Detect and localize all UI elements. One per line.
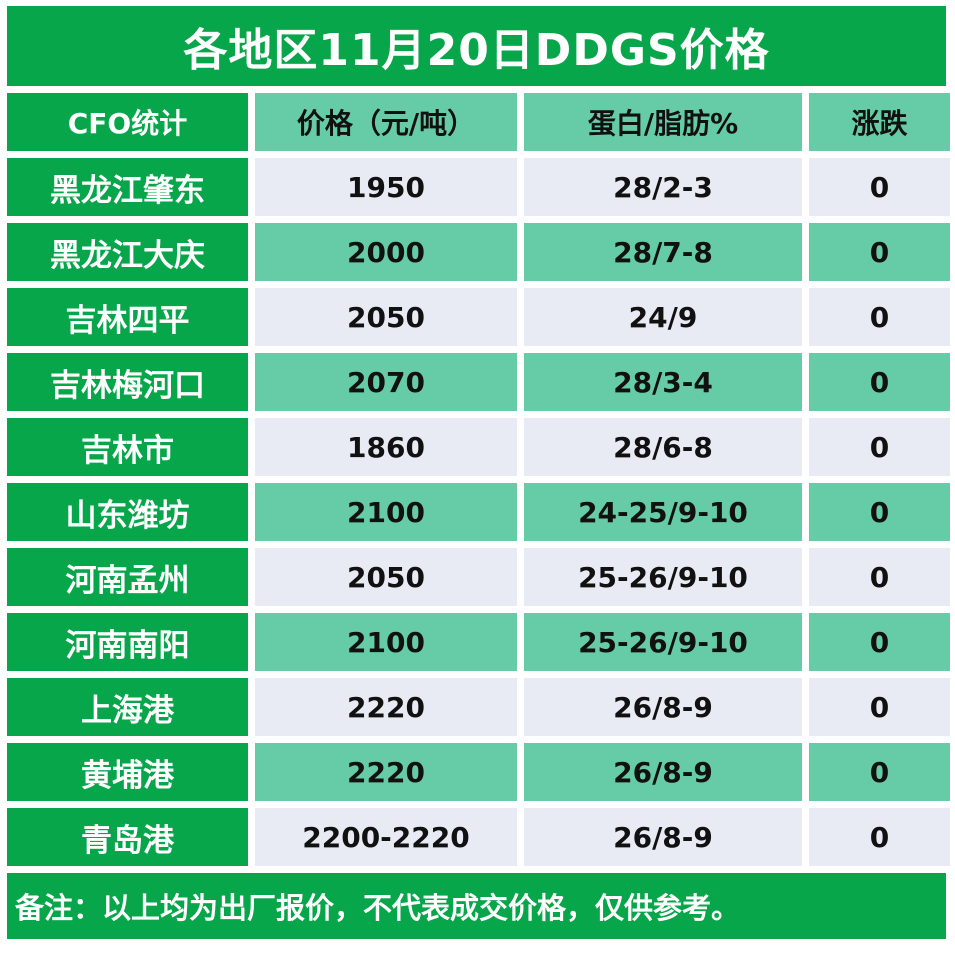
row-region: 上海港 bbox=[7, 678, 248, 736]
row-change: 0 bbox=[809, 418, 950, 476]
header-protein-fat: 蛋白/脂肪% bbox=[524, 93, 802, 151]
row-protein-fat: 28/2-3 bbox=[524, 158, 802, 216]
row-protein-fat: 28/3-4 bbox=[524, 353, 802, 411]
row-region: 黑龙江肇东 bbox=[7, 158, 248, 216]
row-region: 河南南阳 bbox=[7, 613, 248, 671]
row-region: 吉林四平 bbox=[7, 288, 248, 346]
row-price: 2100 bbox=[255, 483, 517, 541]
row-protein-fat: 28/6-8 bbox=[524, 418, 802, 476]
row-protein-fat: 26/8-9 bbox=[524, 808, 802, 866]
row-protein-fat: 25-26/9-10 bbox=[524, 548, 802, 606]
row-protein-fat: 24-25/9-10 bbox=[524, 483, 802, 541]
row-region: 河南孟州 bbox=[7, 548, 248, 606]
header-change: 涨跌 bbox=[809, 93, 950, 151]
row-protein-fat: 26/8-9 bbox=[524, 743, 802, 801]
page-title: 各地区11月20日DDGS价格 bbox=[7, 6, 946, 86]
row-price: 2050 bbox=[255, 288, 517, 346]
row-change: 0 bbox=[809, 288, 950, 346]
row-price: 2050 bbox=[255, 548, 517, 606]
header-region: CFO统计 bbox=[7, 93, 248, 151]
row-change: 0 bbox=[809, 223, 950, 281]
row-price: 2200-2220 bbox=[255, 808, 517, 866]
row-price: 2220 bbox=[255, 678, 517, 736]
row-region: 吉林市 bbox=[7, 418, 248, 476]
row-change: 0 bbox=[809, 353, 950, 411]
row-price: 1860 bbox=[255, 418, 517, 476]
row-protein-fat: 24/9 bbox=[524, 288, 802, 346]
row-region: 黄埔港 bbox=[7, 743, 248, 801]
row-change: 0 bbox=[809, 158, 950, 216]
row-change: 0 bbox=[809, 613, 950, 671]
row-region: 黑龙江大庆 bbox=[7, 223, 248, 281]
row-change: 0 bbox=[809, 743, 950, 801]
row-protein-fat: 28/7-8 bbox=[524, 223, 802, 281]
row-region: 青岛港 bbox=[7, 808, 248, 866]
row-protein-fat: 25-26/9-10 bbox=[524, 613, 802, 671]
row-change: 0 bbox=[809, 483, 950, 541]
row-region: 山东潍坊 bbox=[7, 483, 248, 541]
row-price: 2220 bbox=[255, 743, 517, 801]
row-change: 0 bbox=[809, 678, 950, 736]
row-change: 0 bbox=[809, 808, 950, 866]
row-price: 2100 bbox=[255, 613, 517, 671]
header-price: 价格（元/吨） bbox=[255, 93, 517, 151]
row-price: 2070 bbox=[255, 353, 517, 411]
row-change: 0 bbox=[809, 548, 950, 606]
row-region: 吉林梅河口 bbox=[7, 353, 248, 411]
row-price: 1950 bbox=[255, 158, 517, 216]
footnote: 备注：以上均为出厂报价，不代表成交价格，仅供参考。 bbox=[7, 873, 946, 939]
price-table: CFO统计 价格（元/吨） 蛋白/脂肪% 涨跌 黑龙江肇东 1950 28/2-… bbox=[7, 93, 950, 866]
row-protein-fat: 26/8-9 bbox=[524, 678, 802, 736]
row-price: 2000 bbox=[255, 223, 517, 281]
